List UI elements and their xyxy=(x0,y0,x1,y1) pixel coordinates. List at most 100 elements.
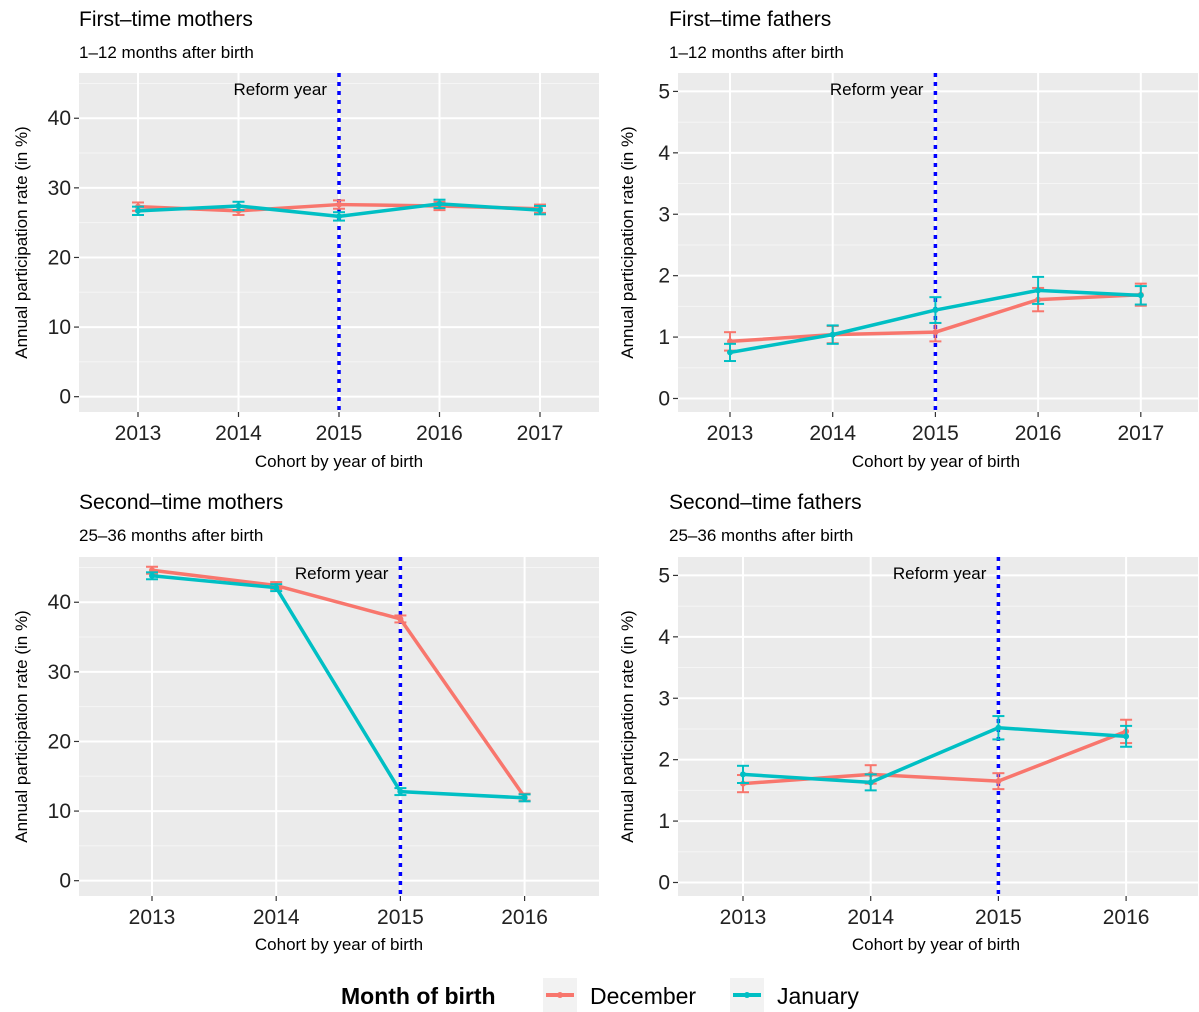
x-tick-label: 2016 xyxy=(416,422,463,445)
legend: Month of birth December January xyxy=(341,978,859,1012)
y-tick-label: 4 xyxy=(658,142,670,165)
plot-background xyxy=(678,73,1198,412)
panel-second-time-fathers: Second–time fathers 25–36 months after b… xyxy=(618,491,1198,954)
y-tick-label: 10 xyxy=(48,316,71,339)
y-tick-label: 0 xyxy=(658,871,670,894)
legend-title: Month of birth xyxy=(341,983,496,1009)
data-point xyxy=(521,794,528,801)
y-axis-title: Annual participation rate (in %) xyxy=(12,610,31,842)
x-axis-title: Cohort by year of birth xyxy=(852,452,1020,471)
y-tick-label: 10 xyxy=(48,800,71,823)
panel-title: First–time fathers xyxy=(669,8,831,31)
data-point xyxy=(135,207,141,214)
reform-year-label: Reform year xyxy=(295,564,389,583)
data-point xyxy=(727,349,733,356)
x-axis-title: Cohort by year of birth xyxy=(255,452,423,471)
data-point xyxy=(867,779,874,786)
y-tick-label: 30 xyxy=(48,661,71,684)
y-tick-label: 20 xyxy=(48,246,71,269)
y-axis-title: Annual participation rate (in %) xyxy=(618,126,637,358)
y-tick-label: 40 xyxy=(48,591,71,614)
data-point xyxy=(436,200,443,207)
y-tick-label: 3 xyxy=(658,203,670,226)
data-point xyxy=(273,584,280,591)
legend-label-december: December xyxy=(590,983,696,1009)
plot-area: 0 10 20 30 40 2013 2014 2015 2016 2017 Reform year xyxy=(48,73,599,445)
y-tick-label: 1 xyxy=(658,810,670,833)
x-tick-label: 2016 xyxy=(1015,422,1062,445)
panel-first-time-mothers: First–time mothers 1–12 months after bir… xyxy=(12,8,599,471)
data-point xyxy=(995,724,1002,731)
data-point xyxy=(537,207,543,214)
x-tick-label: 2014 xyxy=(809,422,856,445)
reform-year-label: Reform year xyxy=(893,564,987,583)
x-tick-label: 2013 xyxy=(720,906,767,929)
data-point xyxy=(235,202,242,209)
data-point xyxy=(336,201,342,208)
series-line-december xyxy=(151,568,527,799)
plot-area: 0 1 2 3 4 5 2013 2014 2015 2016 2017 Reform year xyxy=(658,73,1198,445)
x-tick-label: 2016 xyxy=(1103,906,1150,929)
plot-area: 0 10 20 30 40 2013 2014 2015 2016 Reform year xyxy=(48,557,599,929)
x-tick-label: 2013 xyxy=(129,906,176,929)
series-line-january xyxy=(151,574,525,800)
panel-first-time-fathers: First–time fathers 1–12 months after bir… xyxy=(618,8,1198,471)
x-tick-label: 2017 xyxy=(1117,422,1164,445)
panel-subtitle: 1–12 months after birth xyxy=(79,43,254,62)
y-tick-label: 2 xyxy=(658,265,670,288)
data-point xyxy=(397,615,404,622)
x-tick-label: 2014 xyxy=(215,422,262,445)
data-point xyxy=(336,213,342,220)
x-tick-label: 2014 xyxy=(847,906,894,929)
data-point xyxy=(932,329,939,336)
panel-subtitle: 25–36 months after birth xyxy=(669,526,853,545)
x-axis-title: Cohort by year of birth xyxy=(255,935,423,954)
y-tick-label: 5 xyxy=(658,564,670,587)
data-point xyxy=(1123,733,1130,740)
y-tick-label: 30 xyxy=(48,177,71,200)
panel-subtitle: 1–12 months after birth xyxy=(669,43,844,62)
data-point xyxy=(1137,292,1144,299)
plot-background xyxy=(79,557,599,896)
y-tick-label: 0 xyxy=(658,387,670,410)
x-tick-label: 2014 xyxy=(253,906,300,929)
x-tick-label: 2015 xyxy=(975,906,1022,929)
x-tick-label: 2015 xyxy=(377,906,424,929)
data-point xyxy=(995,778,1002,785)
reform-year-label: Reform year xyxy=(233,80,327,99)
data-point xyxy=(1035,287,1042,294)
panel-title: First–time mothers xyxy=(79,8,253,31)
x-tick-label: 2013 xyxy=(707,422,754,445)
x-axis-title: Cohort by year of birth xyxy=(852,935,1020,954)
y-tick-label: 0 xyxy=(59,870,71,893)
x-tick-label: 2016 xyxy=(501,906,548,929)
plot-background xyxy=(678,557,1198,896)
legend-key-january-point xyxy=(744,992,750,998)
y-tick-label: 4 xyxy=(658,626,670,649)
data-point xyxy=(829,331,836,338)
series-line-january xyxy=(742,725,1127,785)
data-point xyxy=(740,771,746,778)
y-axis-title: Annual participation rate (in %) xyxy=(12,126,31,358)
y-tick-label: 3 xyxy=(658,687,670,710)
data-point xyxy=(397,788,404,795)
legend-label-january: January xyxy=(777,983,859,1009)
x-tick-label: 2017 xyxy=(517,422,564,445)
data-point xyxy=(932,307,939,314)
legend-key-december-point xyxy=(557,992,563,998)
reform-year-label: Reform year xyxy=(830,80,924,99)
panel-title: Second–time fathers xyxy=(669,491,862,514)
x-tick-label: 2015 xyxy=(912,422,959,445)
x-tick-label: 2015 xyxy=(316,422,363,445)
x-tick-label: 2013 xyxy=(115,422,162,445)
panel-second-time-mothers: Second–time mothers 25–36 months after b… xyxy=(12,491,599,954)
y-tick-label: 1 xyxy=(658,326,670,349)
y-tick-label: 2 xyxy=(658,749,670,772)
y-axis-title: Annual participation rate (in %) xyxy=(618,610,637,842)
y-tick-label: 40 xyxy=(48,107,71,130)
y-tick-label: 0 xyxy=(59,386,71,409)
data-point xyxy=(149,572,155,579)
y-tick-label: 5 xyxy=(658,80,670,103)
panel-title: Second–time mothers xyxy=(79,491,283,514)
